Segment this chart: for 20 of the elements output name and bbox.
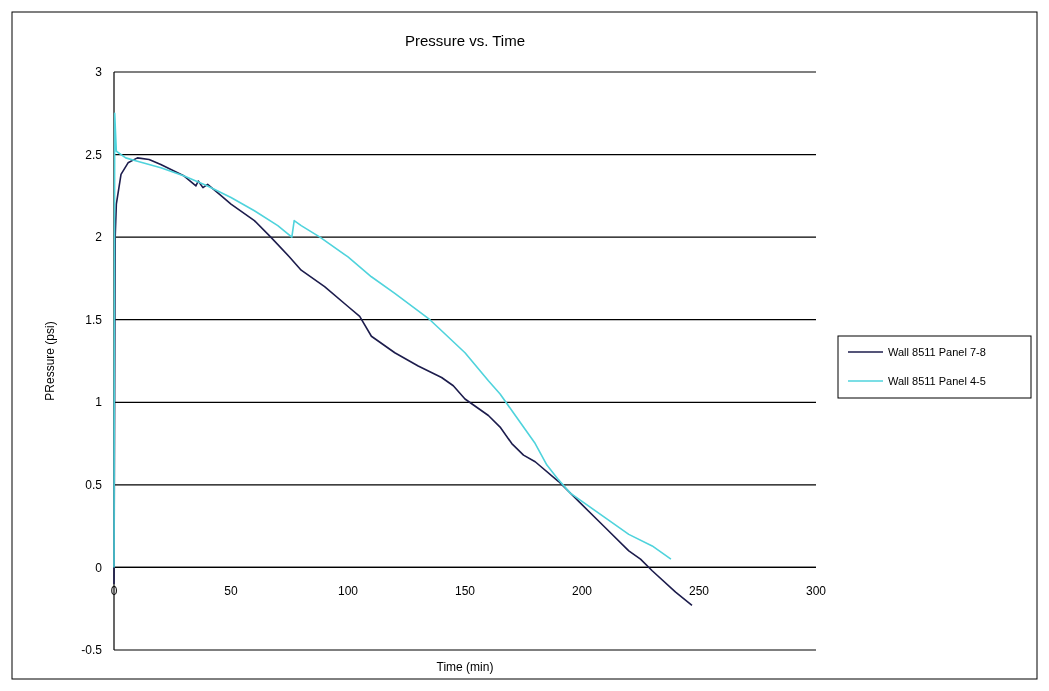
- legend-label: Wall 8511 Panel 7-8: [888, 345, 986, 358]
- y-axis-title: PRessure (psi): [43, 321, 57, 401]
- line-series: [113, 112, 672, 569]
- y-tick-label: 0: [95, 560, 103, 575]
- x-tick-label: 150: [454, 584, 476, 599]
- x-axis-title: Time (min): [436, 660, 494, 674]
- x-tick-label: 50: [224, 584, 238, 599]
- x-tick-label: 200: [571, 584, 593, 599]
- y-tick-label: 2: [95, 230, 103, 245]
- chart-title: Pressure vs. Time: [404, 32, 526, 49]
- x-tick-label: 300: [805, 584, 827, 599]
- y-tick-label: 1: [95, 395, 103, 410]
- x-tick-label: 100: [337, 584, 359, 599]
- y-tick-label: 3: [95, 65, 103, 80]
- y-tick-label: -0.5: [81, 643, 103, 658]
- y-tick-label: 1.5: [85, 312, 103, 327]
- legend-label: Wall 8511 Panel 4-5: [888, 374, 986, 387]
- y-tick-label: 0.5: [85, 478, 103, 493]
- y-tick-label: 2.5: [85, 147, 103, 162]
- x-tick-label: 250: [688, 584, 710, 599]
